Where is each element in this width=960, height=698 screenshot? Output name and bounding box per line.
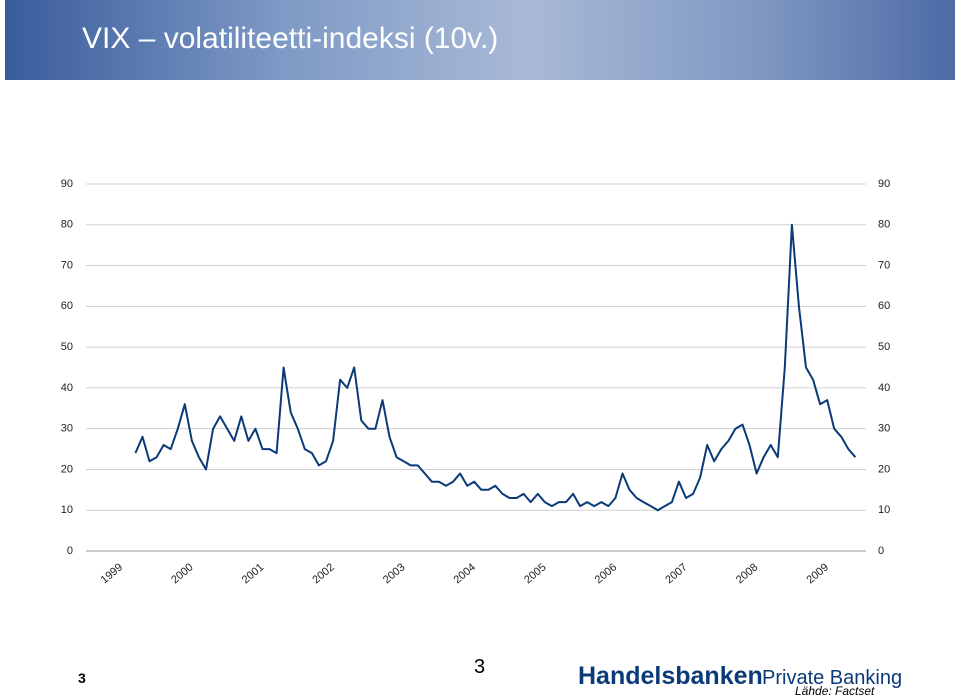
x-tick-label: 2002	[310, 561, 336, 586]
chart: 0 0 10 10 20 20 30 30 40 40 50 50 60 60 70 70 80 80 90 90 19…	[61, 178, 891, 586]
x-tick-label: 2008	[734, 561, 760, 586]
brand-suffix: Private Banking	[762, 667, 903, 689]
x-tick-label: 2009	[805, 561, 831, 586]
y-tick-label: 50	[61, 341, 73, 353]
y2-tick-label: 10	[878, 504, 890, 516]
x-tick-label: 2004	[452, 561, 478, 586]
slide-title: VIX – volatiliteetti-indeksi (10v.)	[82, 22, 499, 55]
source: Lähde: Factset	[795, 684, 875, 698]
x-tick-label: 2001	[240, 561, 266, 586]
y2-tick-label: 30	[878, 423, 890, 435]
y2-tick-label: 70	[878, 259, 890, 271]
brand: Handelsbanken	[578, 662, 763, 690]
x-tick-label: 1999	[99, 561, 125, 586]
y2-tick-label: 80	[878, 219, 890, 231]
x-tick-label: 2000	[169, 561, 195, 586]
y2-tick-label: 20	[878, 463, 890, 475]
y2-tick-label: 60	[878, 300, 890, 312]
y-tick-label: 0	[67, 545, 73, 557]
y-tick-label: 70	[61, 259, 73, 271]
y2-tick-label: 50	[878, 341, 890, 353]
vix-line	[134, 223, 857, 512]
y2-tick-label: 0	[878, 545, 884, 557]
header-banner	[5, 0, 955, 80]
y-tick-label: 20	[61, 463, 73, 475]
y-tick-label: 30	[61, 423, 73, 435]
y-tick-label: 40	[61, 382, 73, 394]
x-tick-label: 2006	[593, 561, 619, 586]
y-tick-label: 80	[61, 219, 73, 231]
page-number-center: 3	[474, 656, 486, 678]
y2-tick-label: 90	[878, 178, 890, 190]
page-number: 3	[78, 670, 86, 686]
x-tick-label: 2005	[522, 561, 548, 586]
y-tick-label: 90	[61, 178, 73, 190]
x-tick-label: 2003	[381, 561, 407, 586]
y-tick-label: 60	[61, 300, 73, 312]
y-tick-label: 10	[61, 504, 73, 516]
y2-tick-label: 40	[878, 382, 890, 394]
x-tick-label: 2007	[663, 561, 689, 586]
